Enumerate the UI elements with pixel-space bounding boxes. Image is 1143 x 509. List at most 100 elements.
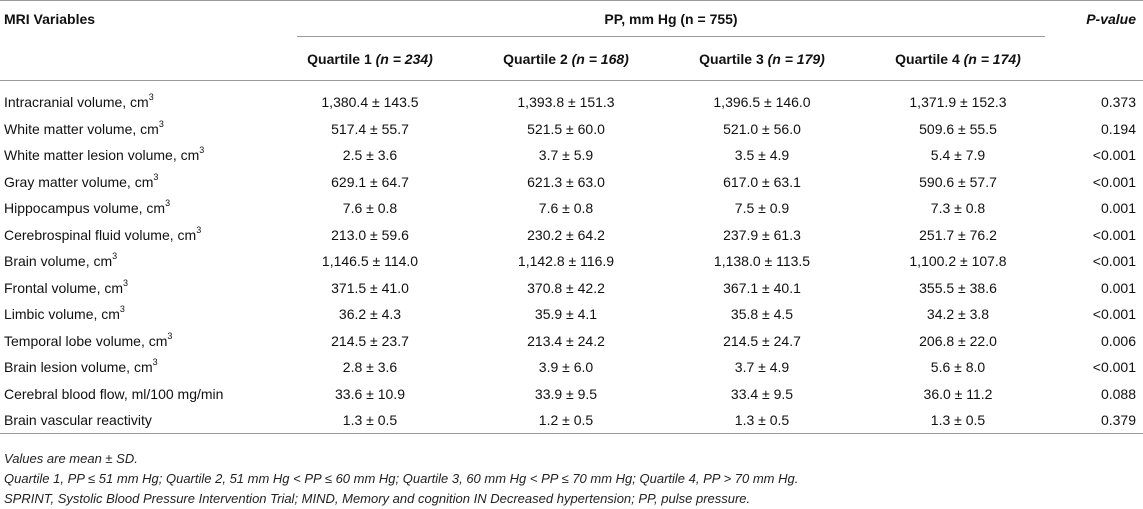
cell-q1: 2.5 ± 3.6 [342, 147, 398, 163]
row-label: Temporal lobe volume, cm3 [4, 330, 173, 349]
cell-q2: 35.9 ± 4.1 [534, 306, 598, 322]
row-label: Gray matter volume, cm3 [4, 171, 159, 190]
cell-q1: 7.6 ± 0.8 [342, 200, 398, 216]
cell-q4: 5.4 ± 7.9 [930, 147, 986, 163]
cell-q4: 34.2 ± 3.8 [926, 306, 990, 322]
table-row: Brain vascular reactivity 1.3 ± 0.5 1.2 ± … [0, 406, 1143, 432]
table-row: Intracranial volume, cm3 1,380.4 ± 143.5 1… [0, 88, 1143, 114]
cell-q3: 33.4 ± 9.5 [730, 385, 794, 402]
cell-q4: 7.3 ± 0.8 [930, 200, 986, 216]
cell-p-value: 0.006 [1100, 332, 1136, 349]
header-quartile-4: Quartile 4 (n = 174) [895, 51, 1021, 67]
header-bottom-rule [0, 80, 1143, 81]
cell-q1: 213.0 ± 59.6 [331, 226, 409, 243]
row-label: Cerebrospinal fluid volume, cm3 [4, 224, 202, 243]
cell-p-value: 0.088 [1100, 385, 1136, 402]
cell-q1: 33.6 ± 10.9 [335, 385, 405, 402]
table-row: Temporal lobe volume, cm3 214.5 ± 23.7 213… [0, 327, 1143, 353]
cell-q3: 617.0 ± 63.1 [723, 173, 801, 190]
header-mri-variables: MRI Variables [4, 11, 96, 27]
cell-p-value: 0.379 [1100, 412, 1136, 428]
table-header-quartiles: Quartile 1 (n = 234) Quartile 2 (n = 168… [0, 36, 1143, 80]
row-label: Brain lesion volume, cm3 [4, 357, 158, 375]
cell-q1: 1,146.5 ± 114.0 [321, 253, 419, 269]
row-label: Hippocampus volume, cm3 [4, 198, 171, 216]
cell-q4: 355.5 ± 38.6 [919, 279, 997, 296]
row-label: Cerebral blood flow, ml/100 mg/min [4, 385, 224, 402]
header-quartile-1: Quartile 1 (n = 234) [307, 51, 433, 67]
cell-p-value: 0.001 [1100, 279, 1136, 296]
cell-q3: 1.3 ± 0.5 [734, 412, 790, 428]
cell-q2: 7.6 ± 0.8 [538, 200, 594, 216]
cell-q3: 214.5 ± 24.7 [723, 332, 801, 349]
cell-p-value: <0.001 [1092, 253, 1136, 269]
cell-p-value: 0.373 [1100, 94, 1136, 110]
cell-q3: 35.8 ± 4.5 [730, 306, 794, 322]
cell-q3: 3.7 ± 4.9 [734, 359, 790, 375]
table-bottom-rule [0, 433, 1143, 434]
table-header-top: MRI Variables PP, mm Hg (n = 755) P-valu… [0, 0, 1143, 37]
cell-q2: 1,393.8 ± 151.3 [517, 94, 615, 110]
cell-q1: 2.8 ± 3.6 [342, 359, 398, 375]
cell-q3: 367.1 ± 40.1 [723, 279, 801, 296]
table-row: Gray matter volume, cm3 629.1 ± 64.7 621.3… [0, 168, 1143, 194]
cell-p-value: 0.001 [1100, 200, 1136, 216]
cell-q4: 590.6 ± 57.7 [919, 173, 997, 190]
cell-q3: 1,396.5 ± 146.0 [713, 94, 811, 110]
cell-p-value: <0.001 [1092, 306, 1136, 322]
cell-p-value: <0.001 [1092, 147, 1136, 163]
cell-q4: 1,100.2 ± 107.8 [909, 253, 1007, 269]
cell-q1: 36.2 ± 4.3 [338, 306, 402, 322]
cell-q2: 230.2 ± 64.2 [527, 226, 605, 243]
cell-q3: 1,138.0 ± 113.5 [713, 253, 811, 269]
header-quartile-3: Quartile 3 (n = 179) [699, 51, 825, 67]
cell-p-value: <0.001 [1092, 226, 1136, 243]
cell-q3: 3.5 ± 4.9 [734, 147, 790, 163]
cell-q2: 1,142.8 ± 116.9 [517, 253, 615, 269]
cell-q2: 521.5 ± 60.0 [527, 120, 605, 137]
row-label: White matter volume, cm3 [4, 118, 164, 137]
row-label: Frontal volume, cm3 [4, 277, 129, 296]
cell-q2: 33.9 ± 9.5 [534, 385, 598, 402]
cell-q2: 621.3 ± 63.0 [527, 173, 605, 190]
row-label: Brain vascular reactivity [4, 412, 152, 428]
footnote-abbreviations: SPRINT, Systolic Blood Pressure Interven… [4, 491, 751, 506]
row-label: Brain volume, cm3 [4, 251, 118, 269]
table-row: White matter lesion volume, cm3 2.5 ± 3.6… [0, 141, 1143, 167]
cell-q1: 1,380.4 ± 143.5 [321, 94, 419, 110]
table-row: White matter volume, cm3 517.4 ± 55.7 521.… [0, 115, 1143, 141]
cell-q3: 521.0 ± 56.0 [723, 120, 801, 137]
cell-q2: 213.4 ± 24.2 [527, 332, 605, 349]
table-row: Brain lesion volume, cm3 2.8 ± 3.6 3.9 ± 6… [0, 353, 1143, 379]
cell-q2: 370.8 ± 42.2 [527, 279, 605, 296]
header-p-value: P-value [1086, 11, 1136, 27]
header-group-underline [297, 36, 1045, 37]
cell-q2: 1.2 ± 0.5 [538, 412, 594, 428]
footnote-values: Values are mean ± SD. [4, 451, 138, 466]
header-pp-group: PP, mm Hg (n = 755) [604, 11, 738, 27]
table-row: Hippocampus volume, cm3 7.6 ± 0.8 7.6 ± 0.… [0, 194, 1143, 220]
cell-q4: 509.6 ± 55.5 [919, 120, 997, 137]
table-row: Cerebrospinal fluid volume, cm3 213.0 ± 5… [0, 221, 1143, 247]
header-quartile-2: Quartile 2 (n = 168) [503, 51, 629, 67]
table-row: Brain volume, cm3 1,146.5 ± 114.0 1,142.8 … [0, 247, 1143, 273]
row-label: White matter lesion volume, cm3 [4, 145, 205, 163]
cell-q3: 7.5 ± 0.9 [734, 200, 790, 216]
table-row: Frontal volume, cm3 371.5 ± 41.0 370.8 ± 4… [0, 274, 1143, 300]
cell-q1: 1.3 ± 0.5 [342, 412, 398, 428]
cell-q4: 1,371.9 ± 152.3 [909, 94, 1007, 110]
cell-q4: 251.7 ± 76.2 [919, 226, 997, 243]
row-label: Intracranial volume, cm3 [4, 92, 154, 110]
cell-q3: 237.9 ± 61.3 [723, 226, 801, 243]
row-label: Limbic volume, cm3 [4, 304, 125, 322]
cell-q4: 36.0 ± 11.2 [923, 385, 993, 402]
cell-p-value: <0.001 [1092, 359, 1136, 375]
table-row: Limbic volume, cm3 36.2 ± 4.3 35.9 ± 4.1 35… [0, 300, 1143, 326]
footnote-quartiles: Quartile 1, PP ≤ 51 mm Hg; Quartile 2, 5… [4, 471, 799, 486]
cell-q2: 3.9 ± 6.0 [538, 359, 594, 375]
cell-q4: 1.3 ± 0.5 [930, 412, 986, 428]
cell-q4: 206.8 ± 22.0 [919, 332, 997, 349]
cell-q1: 214.5 ± 23.7 [331, 332, 409, 349]
cell-q1: 629.1 ± 64.7 [331, 173, 409, 190]
cell-p-value: <0.001 [1092, 173, 1136, 190]
